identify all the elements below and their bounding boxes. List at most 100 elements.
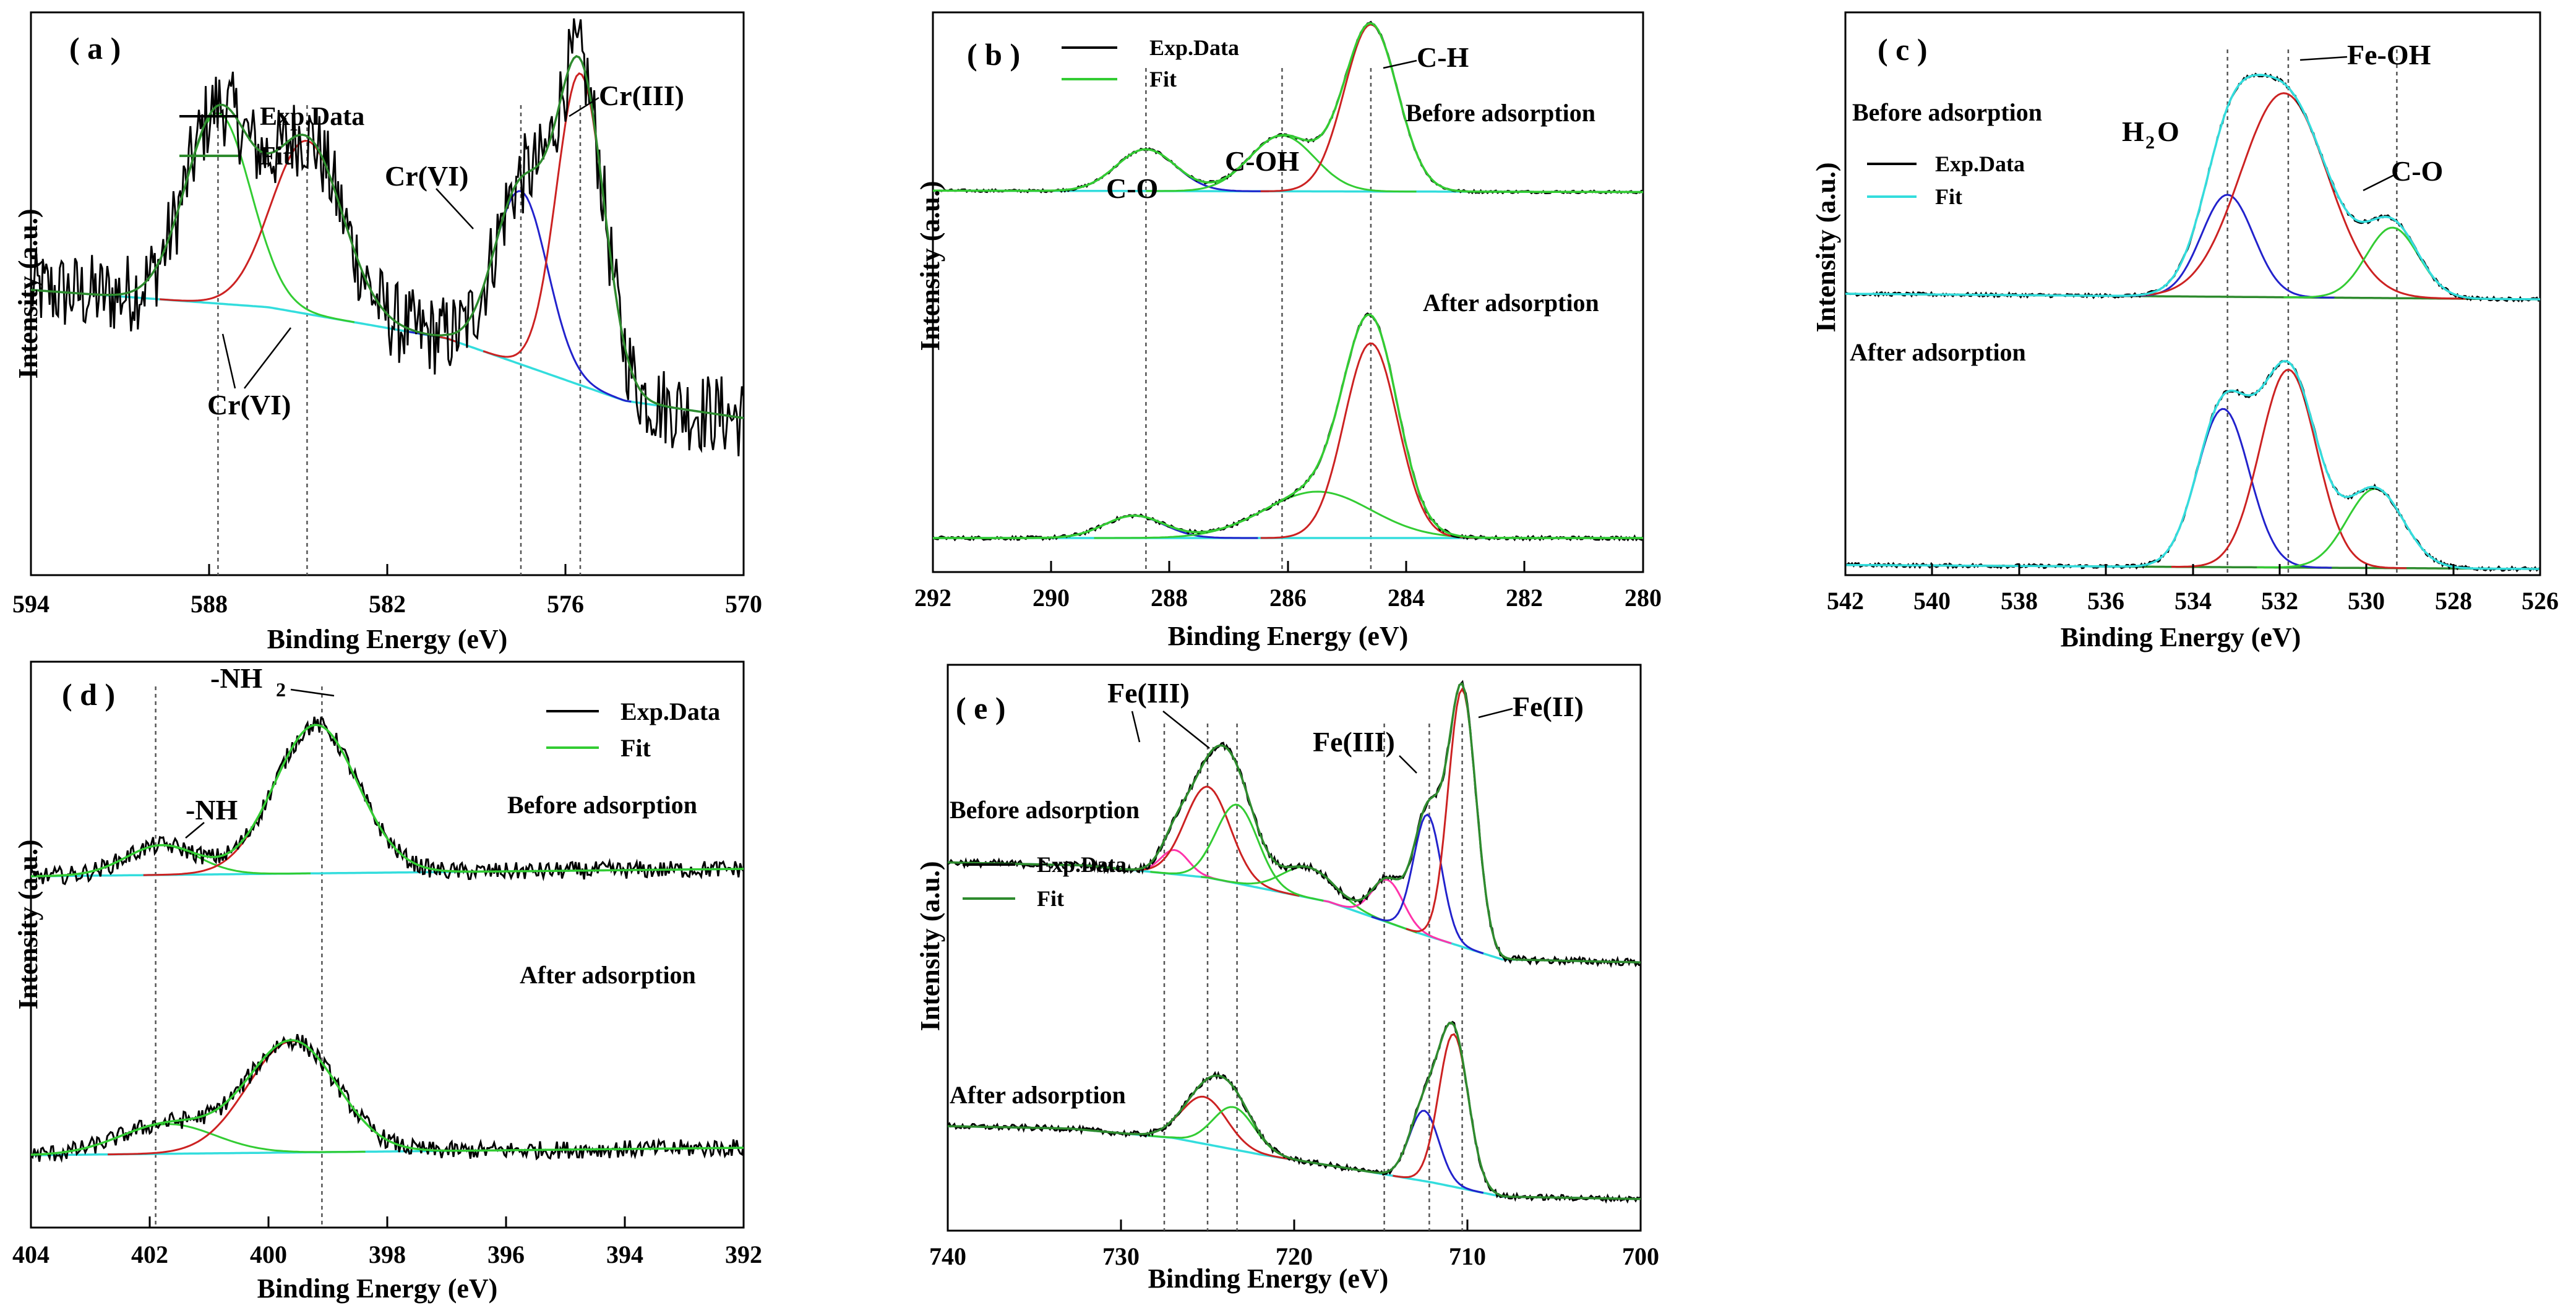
fit-envelope-line — [1845, 360, 2540, 570]
legend: Exp.Data Fit — [963, 852, 1127, 911]
component-peak — [1118, 848, 1230, 883]
condition-label: After adsorption — [950, 1081, 1126, 1109]
panel-b: 292 290 288 286 284 282 280 Binding Ener… — [914, 11, 1662, 651]
peak-annotation: Cr(III) — [599, 80, 684, 111]
x-tick-label: 582 — [369, 590, 406, 618]
annotation-leaders — [221, 96, 599, 389]
peak-annotation: C-OH — [1225, 145, 1299, 177]
peak-annotation: H — [2122, 116, 2144, 147]
x-tick-label: 542 — [1827, 587, 1864, 615]
legend-label-exp: Exp.Data — [1149, 35, 1239, 60]
legend-label-fit: Fit — [260, 142, 291, 171]
panel-c: 542 540 538 536 534 532 530 528 526 Bind… — [1811, 11, 2559, 652]
peak-annotation: 2 — [276, 678, 286, 701]
component-peak — [1260, 342, 1482, 539]
peak-annotation: Fe(III) — [1107, 677, 1190, 709]
x-tick-label: 398 — [369, 1241, 406, 1268]
component-peak — [1371, 813, 1484, 955]
x-tick-label: 292 — [914, 584, 951, 612]
y-axis-label: Intensity (a.u.) — [13, 839, 43, 1009]
plot-area — [30, 686, 745, 1228]
legend-label-fit: Fit — [1037, 886, 1064, 911]
panel-label: ( e ) — [956, 691, 1006, 725]
panel-label: ( b ) — [967, 37, 1020, 72]
peak-annotation: Fe(III) — [1313, 726, 1395, 758]
baseline-line — [947, 1125, 1641, 1200]
x-tick-label: 700 — [1622, 1242, 1659, 1270]
legend: Exp.Data Fit — [1062, 35, 1239, 92]
component-peak — [1393, 1033, 1516, 1198]
component-peak — [1012, 515, 1258, 539]
annotation-leader — [1383, 59, 1417, 69]
panel-label: ( d ) — [62, 677, 115, 712]
plot-frame — [947, 664, 1642, 1232]
plot-area — [932, 20, 1644, 572]
fit-envelope-line — [30, 1039, 744, 1156]
component-peak — [2171, 369, 2406, 570]
peak-annotation: C-H — [1417, 41, 1469, 73]
condition-label: After adsorption — [1850, 338, 2026, 366]
x-tick-label: 400 — [250, 1241, 287, 1268]
fit-envelope-line — [933, 314, 1643, 539]
x-tick-label: 528 — [2435, 587, 2472, 615]
legend-label-fit: Fit — [1149, 67, 1177, 92]
component-peak — [1150, 803, 1324, 902]
x-tick-label: 288 — [1151, 584, 1188, 612]
panel-a: 594 588 582 576 570 Binding Energy (eV) … — [12, 11, 762, 654]
x-tick-label: 576 — [547, 590, 584, 618]
plot-area — [947, 680, 1641, 1231]
legend-label-exp: Exp.Data — [260, 103, 364, 131]
x-tick-label: 534 — [2175, 587, 2212, 615]
x-tick-label: 588 — [191, 590, 228, 618]
x-tick-marks — [1844, 564, 2541, 575]
x-tick-label: 730 — [1102, 1242, 1140, 1270]
x-tick-marks — [947, 1220, 1642, 1231]
x-tick-label: 392 — [725, 1241, 762, 1268]
x-tick-label: 282 — [1506, 584, 1543, 612]
x-tick-label: 720 — [1276, 1242, 1313, 1270]
x-tick-marks — [932, 561, 1644, 572]
x-axis-label: Binding Energy (eV) — [1148, 1263, 1389, 1294]
experimental-data-line — [30, 1034, 745, 1163]
legend-label-fit: Fit — [620, 734, 651, 762]
experimental-data-line — [932, 312, 1644, 542]
x-tick-label: 538 — [2001, 587, 2038, 615]
legend-label-exp: Exp.Data — [620, 698, 720, 725]
component-peak — [2102, 92, 2466, 300]
x-tick-label: 404 — [12, 1241, 49, 1268]
x-tick-label: 394 — [606, 1241, 643, 1268]
y-axis-label: Intensity (a.u.) — [1811, 162, 1841, 332]
x-tick-marks — [30, 564, 745, 575]
panel-d: 404 402 400 398 396 394 392 Binding Ener… — [12, 660, 762, 1304]
x-tick-label: 290 — [1033, 584, 1070, 612]
x-tick-label: 710 — [1449, 1242, 1486, 1270]
x-tick-label: 536 — [2087, 587, 2124, 615]
legend: Exp.Data Fit — [546, 698, 720, 762]
panel-label: ( a ) — [69, 31, 121, 66]
x-axis-label: Binding Energy (eV) — [1168, 621, 1409, 651]
fit-envelope-line — [932, 22, 1643, 194]
x-tick-label: 570 — [725, 590, 762, 618]
x-tick-label: 526 — [2522, 587, 2559, 615]
component-peak — [2257, 487, 2492, 570]
experimental-data-line — [30, 18, 745, 456]
experimental-data-line — [947, 680, 1641, 968]
y-axis-label: Intensity (a.u.) — [13, 208, 43, 378]
x-tick-label: 594 — [12, 590, 49, 618]
baseline-line — [947, 861, 1641, 964]
x-axis-label: Binding Energy (eV) — [267, 624, 508, 654]
x-tick-labels: 542 540 538 536 534 532 530 528 526 — [1827, 587, 2559, 615]
condition-label: After adsorption — [520, 961, 696, 989]
legend-label-fit: Fit — [1935, 184, 1962, 209]
x-tick-label: 396 — [487, 1241, 525, 1268]
annotation-leaders — [185, 688, 335, 839]
x-tick-label: 740 — [929, 1242, 966, 1270]
plot-area — [1845, 49, 2541, 575]
peak-annotation: Fe-OH — [2347, 39, 2431, 70]
annotation-leaders — [2299, 56, 2396, 192]
x-tick-labels: 740 730 720 710 700 — [929, 1242, 1659, 1270]
panel-e: 740 730 720 710 700 Binding Energy (eV) … — [915, 664, 1659, 1294]
x-tick-label: 286 — [1269, 584, 1307, 612]
x-tick-labels: 292 290 288 286 284 282 280 — [914, 584, 1662, 612]
